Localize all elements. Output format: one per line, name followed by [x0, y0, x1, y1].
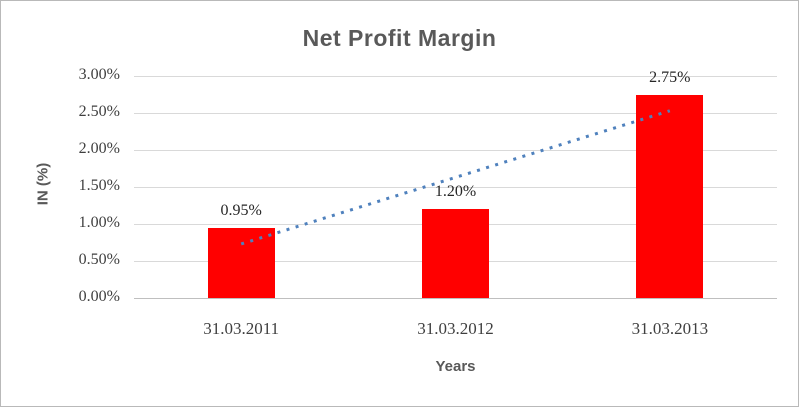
- bar-data-label: 0.95%: [220, 201, 262, 219]
- bar-31.03.2011: [207, 227, 275, 298]
- y-tick-label: 1.50%: [78, 177, 120, 194]
- x-axis-line: [134, 298, 777, 299]
- plot-area: 0.95% 1.20% 2.75%: [134, 69, 777, 299]
- bar-31.03.2013: [636, 94, 704, 298]
- y-tick-label: 2.00%: [78, 140, 120, 157]
- chart-title: Net Profit Margin: [302, 25, 497, 51]
- trendline: [240, 109, 671, 246]
- gridline: [134, 187, 777, 188]
- y-tick-label: 3.00%: [78, 66, 120, 83]
- gridline: [134, 76, 777, 77]
- x-tick-label: 31.03.2012: [417, 319, 494, 338]
- x-axis-title: Years: [435, 358, 476, 375]
- x-tick-label: 31.03.2013: [631, 319, 709, 338]
- bar-data-label: 1.20%: [434, 183, 477, 201]
- x-tick-label: 31.03.2011: [203, 319, 280, 338]
- gridline: [134, 150, 777, 151]
- y-tick-label: 0.50%: [78, 251, 120, 268]
- bar-31.03.2012: [422, 209, 489, 298]
- y-tick-label: 1.00%: [78, 214, 120, 231]
- y-tick-label: 2.50%: [78, 103, 120, 120]
- bar-data-label: 2.75%: [649, 68, 691, 86]
- y-tick-label: 0.00%: [78, 288, 120, 305]
- gridline: [134, 113, 777, 114]
